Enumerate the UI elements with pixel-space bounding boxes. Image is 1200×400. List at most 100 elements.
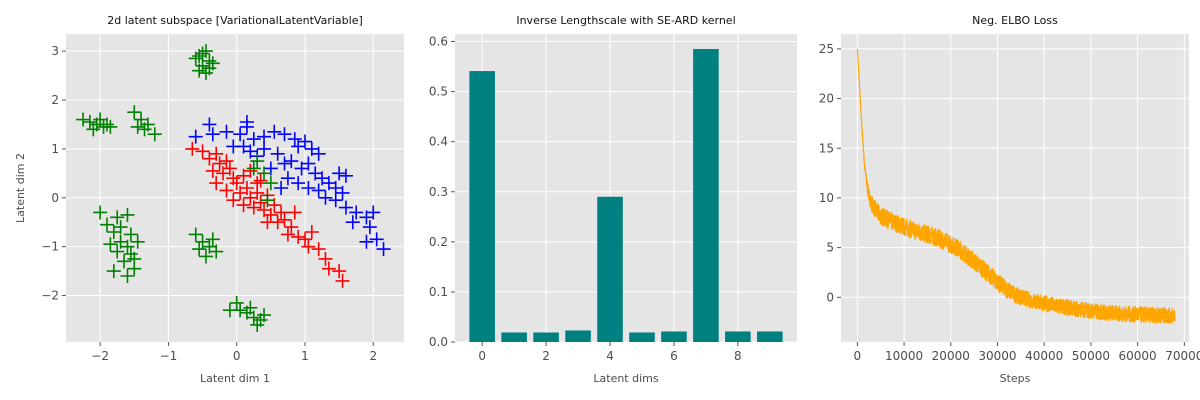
scatter-point <box>263 176 278 191</box>
scatter-point <box>188 129 203 144</box>
y-tick-label: −1 <box>41 240 59 254</box>
x-tick-label: 0 <box>478 349 486 363</box>
y-tick-label: 3 <box>51 44 59 58</box>
bar-dim-7 <box>693 49 719 342</box>
scatter-point <box>243 300 258 315</box>
scatter-point <box>338 168 353 183</box>
scatter-point <box>280 227 295 242</box>
scatter-point <box>120 239 135 254</box>
scatter-point <box>246 310 261 325</box>
y-tick-label: 10 <box>819 191 834 205</box>
scatter-point <box>332 166 347 181</box>
y-tick-label: 25 <box>819 42 834 56</box>
y-tick-label: 0.6 <box>429 35 448 49</box>
bar-dim-9 <box>757 331 783 342</box>
bar-dim-6 <box>661 331 687 342</box>
scatter-point <box>113 220 128 235</box>
x-axis-label: Steps <box>1000 372 1031 385</box>
scatter-point <box>274 205 289 220</box>
scatter-point <box>274 181 289 195</box>
scatter-point <box>250 317 265 332</box>
marks <box>856 48 1176 324</box>
x-tick-label: 4 <box>606 349 614 363</box>
x-axis-label: Latent dim 1 <box>200 372 270 385</box>
scatter-point <box>243 163 258 178</box>
scatter-point <box>257 166 272 181</box>
y-tick-label: 0.5 <box>429 85 448 99</box>
plot-background <box>66 34 404 342</box>
scatter-point <box>229 176 244 191</box>
scatter-point <box>130 234 145 249</box>
plot-background <box>455 34 797 342</box>
scatter-point <box>123 227 138 242</box>
scatter-point <box>270 215 285 230</box>
scatter-point <box>267 124 282 139</box>
scatter-point <box>127 251 142 266</box>
scatter-point <box>93 205 108 220</box>
scatter-point <box>188 227 203 242</box>
scatter-point <box>209 244 224 259</box>
x-tick-label: 0 <box>854 349 862 363</box>
scatter-point <box>345 215 360 230</box>
bar-dim-0 <box>469 71 495 342</box>
scatter-point <box>99 117 114 132</box>
scatter-point <box>219 154 234 169</box>
scatter-point <box>318 190 333 205</box>
scatter-point <box>284 154 299 169</box>
scatter-point <box>270 146 285 161</box>
scatter-point <box>253 173 268 188</box>
y-tick-label: −2 <box>41 289 59 303</box>
x-tick-label: 50000 <box>1072 349 1110 363</box>
scatter-point <box>212 156 227 171</box>
scatter-point <box>222 303 237 318</box>
scatter-point <box>366 205 381 220</box>
scatter-point <box>195 144 210 159</box>
scatter-point <box>277 212 292 227</box>
scatter-point <box>291 176 306 191</box>
scatter-point <box>202 117 217 132</box>
scatter-point <box>86 122 101 137</box>
bar-dim-8 <box>725 331 751 342</box>
scatter-point <box>82 115 97 129</box>
scatter-point <box>195 46 210 61</box>
x-tick-label: 6 <box>670 349 678 363</box>
scatter-point <box>103 237 118 252</box>
bar-dim-5 <box>629 332 655 342</box>
scatter-point <box>209 176 224 191</box>
y-axis-label: Latent dim 2 <box>14 153 27 223</box>
scatter-point <box>110 244 125 259</box>
scatter-point <box>236 198 251 213</box>
scatter-point <box>185 141 200 156</box>
x-tick-label: 8 <box>734 349 742 363</box>
x-tick-label: 30000 <box>978 349 1016 363</box>
x-tick-label: −2 <box>91 349 109 363</box>
chart-panel-3: 0 10000 20000 30000 40000 50000 60000 70000 0 5 10… <box>819 14 1200 385</box>
scatter-point <box>246 200 261 215</box>
chart-title: Neg. ELBO Loss <box>972 14 1058 27</box>
scatter-point <box>338 200 353 215</box>
scatter-point <box>219 124 234 139</box>
x-tick-label: 60000 <box>1119 349 1157 363</box>
scatter-point <box>226 193 241 208</box>
scatter-point <box>76 112 91 127</box>
scatter-point <box>120 269 135 283</box>
scatter-point <box>321 261 336 276</box>
scatter-point <box>147 127 162 142</box>
scatter-point <box>229 295 244 310</box>
scatter-point <box>205 127 220 142</box>
scatter-point <box>205 232 220 247</box>
scatter-point <box>291 229 306 244</box>
scatter-point <box>277 127 292 142</box>
y-tick-label: 0.0 <box>429 335 448 349</box>
scatter-point <box>304 225 319 239</box>
scatter-point <box>297 134 312 149</box>
scatter-point <box>106 264 121 279</box>
scatter-point <box>130 119 145 134</box>
scatter-point <box>192 242 207 257</box>
scatter-point <box>127 105 142 120</box>
x-tick-label: 20000 <box>932 349 970 363</box>
scatter-point <box>311 183 326 198</box>
scatter-point <box>257 129 272 144</box>
x-tick-label: 40000 <box>1025 349 1063 363</box>
marks <box>469 49 783 342</box>
